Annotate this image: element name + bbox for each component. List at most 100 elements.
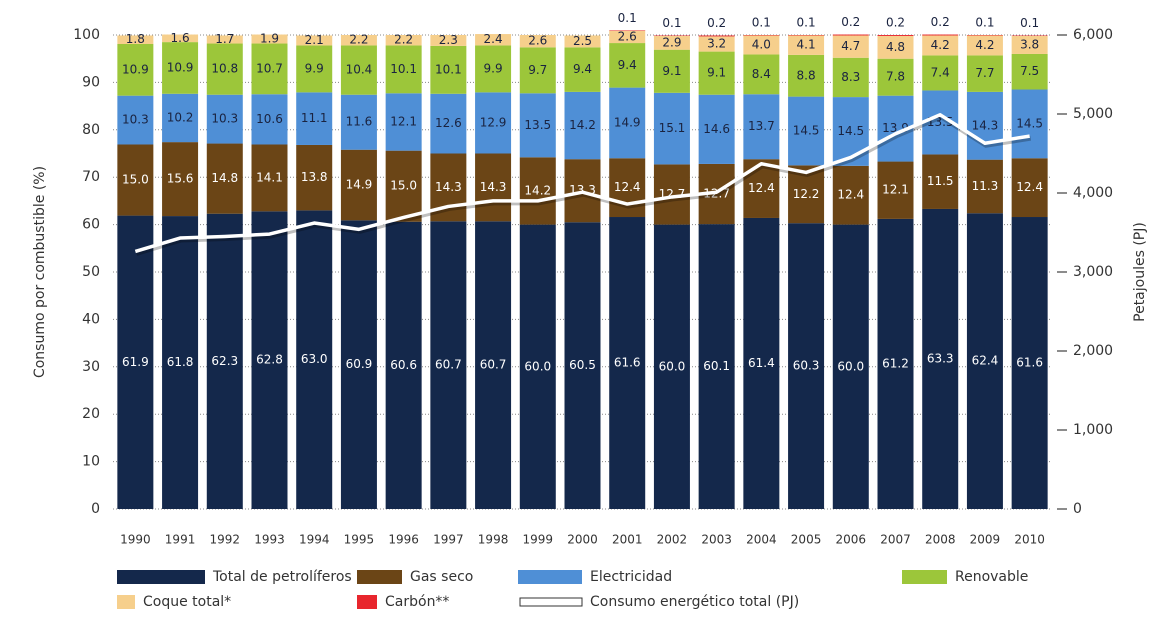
y-tick-label: 40 [82, 311, 100, 327]
value-label: 10.1 [390, 62, 417, 76]
x-tick-label: 1997 [433, 533, 464, 547]
value-label: 12.4 [1016, 180, 1043, 194]
value-label: 10.7 [256, 61, 283, 75]
y2-tick-label: 6,000 [1073, 27, 1113, 43]
legend-swatch [357, 570, 402, 584]
x-tick-label: 1991 [165, 533, 196, 547]
value-label: 2.2 [349, 33, 368, 47]
y2-tick-label: 2,000 [1073, 343, 1113, 359]
legend-swatch [518, 570, 582, 584]
value-label: 8.3 [841, 70, 860, 84]
value-label: 61.9 [122, 355, 149, 369]
bar-segment [878, 35, 914, 36]
value-label: 7.5 [1020, 64, 1039, 78]
y-tick-label: 100 [73, 27, 100, 43]
value-label: 10.4 [346, 63, 373, 77]
y2-tick-label: 1,000 [1073, 422, 1113, 438]
value-label: 0.2 [886, 16, 905, 30]
y-tick-label: 70 [82, 169, 100, 185]
value-label: 2.9 [662, 35, 681, 49]
value-label: 10.9 [167, 60, 194, 74]
value-label: 2.4 [484, 32, 503, 46]
value-label: 12.9 [480, 115, 507, 129]
y-tick-label: 50 [82, 264, 100, 280]
value-label: 12.4 [748, 181, 775, 195]
value-label: 14.5 [793, 123, 820, 137]
value-label: 2.1 [305, 33, 324, 47]
x-tick-label: 1996 [388, 533, 419, 547]
value-label: 1.6 [171, 31, 190, 45]
value-label: 0.2 [841, 15, 860, 29]
value-label: 60.0 [524, 359, 551, 373]
value-label: 15.0 [122, 173, 149, 187]
bar-segment [833, 35, 869, 36]
value-label: 60.6 [390, 358, 417, 372]
value-label: 61.6 [614, 356, 641, 370]
y-tick-label: 80 [82, 122, 100, 138]
value-label: 60.3 [793, 359, 820, 373]
value-label: 10.8 [211, 62, 238, 76]
value-label: 15.1 [659, 121, 686, 135]
value-label: 0.1 [618, 11, 637, 25]
value-label: 14.2 [524, 183, 551, 197]
y-tick-label: 0 [91, 501, 100, 517]
y2-tick-label: 3,000 [1073, 264, 1113, 280]
x-tick-label: 2009 [970, 533, 1001, 547]
value-label: 12.2 [793, 187, 820, 201]
x-tick-label: 1992 [210, 533, 241, 547]
legend-swatch [117, 595, 135, 609]
bar-segment [922, 35, 958, 36]
value-label: 9.4 [618, 58, 637, 72]
y-tick-label: 30 [82, 359, 100, 375]
value-label: 0.1 [752, 16, 771, 30]
value-label: 15.0 [390, 179, 417, 193]
value-label: 62.8 [256, 353, 283, 367]
value-label: 12.4 [614, 180, 641, 194]
x-tick-label: 2008 [925, 533, 956, 547]
value-label: 7.4 [931, 65, 950, 79]
y-tick-label: 90 [82, 74, 100, 90]
value-label: 61.8 [167, 355, 194, 369]
value-label: 61.6 [1016, 356, 1043, 370]
value-label: 10.3 [211, 112, 238, 126]
value-label: 60.9 [346, 357, 373, 371]
value-label: 62.3 [211, 354, 238, 368]
legend-label: Carbón** [385, 594, 449, 610]
value-label: 60.0 [837, 359, 864, 373]
value-label: 4.2 [975, 38, 994, 52]
value-label: 4.8 [886, 40, 905, 54]
value-label: 4.7 [841, 39, 860, 53]
value-label: 2.5 [573, 34, 592, 48]
value-label: 14.9 [614, 115, 641, 129]
x-tick-label: 2010 [1014, 533, 1045, 547]
value-label: 0.1 [797, 16, 816, 30]
y-axis-title: Consumo por combustible (%) [32, 166, 48, 378]
x-tick-label: 1998 [478, 533, 509, 547]
legend-label: Electricidad [590, 569, 672, 585]
value-label: 10.1 [435, 62, 462, 76]
y2-tick-label: 4,000 [1073, 185, 1113, 201]
value-label: 11.5 [927, 174, 954, 188]
value-label: 2.6 [618, 29, 637, 43]
x-tick-label: 2007 [880, 533, 911, 547]
value-label: 1.7 [215, 32, 234, 46]
value-label: 14.8 [211, 171, 238, 185]
value-label: 60.1 [703, 359, 730, 373]
value-label: 8.4 [752, 67, 771, 81]
value-label: 4.1 [797, 38, 816, 52]
value-label: 0.1 [975, 16, 994, 30]
value-label: 10.2 [167, 110, 194, 124]
value-label: 11.3 [972, 179, 999, 193]
legend-label: Consumo energético total (PJ) [590, 594, 799, 610]
y-tick-label: 20 [82, 406, 100, 422]
x-tick-label: 2004 [746, 533, 777, 547]
x-tick-label: 1995 [344, 533, 375, 547]
value-label: 10.9 [122, 62, 149, 76]
legend-swatch [117, 570, 205, 584]
value-label: 14.6 [703, 122, 730, 136]
value-label: 62.4 [972, 354, 999, 368]
value-label: 9.1 [707, 66, 726, 80]
value-label: 1.8 [126, 32, 145, 46]
value-label: 4.2 [931, 38, 950, 52]
